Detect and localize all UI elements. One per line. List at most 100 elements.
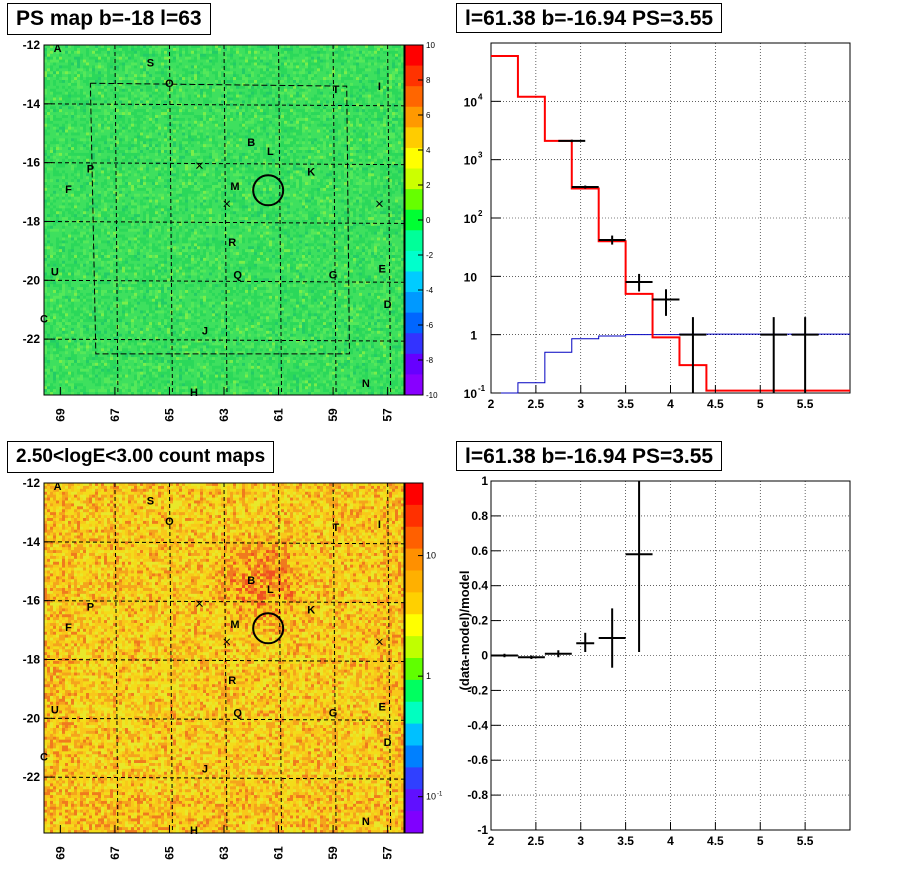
- colorbar-tick-label: -8: [426, 356, 434, 365]
- source-label: E: [379, 702, 386, 714]
- data-point: [598, 235, 626, 245]
- x-tick-label: 65: [162, 408, 176, 422]
- colorbar-tick-label: 1: [426, 671, 431, 681]
- y-tick-label: -14: [23, 97, 41, 111]
- x-tick-label: 5.5: [797, 397, 814, 411]
- cross-marker: [376, 200, 383, 208]
- y-tick-label: 10: [464, 154, 478, 168]
- source-label: T: [332, 84, 339, 96]
- source-label: B: [247, 575, 255, 587]
- y-tick-label: 0.4: [471, 579, 488, 593]
- colorbar-tick-label: 2: [426, 181, 431, 190]
- coordinate-grid: [43, 482, 405, 834]
- colorbar-tick-label: 10: [426, 551, 436, 561]
- source-label: U: [51, 266, 59, 278]
- count-map-chart: A SO T I BL K P M F R U Q G E D C J H N 69 67 65 63 61 59 57 -12 -1…: [23, 476, 443, 860]
- cross-marker: [223, 200, 231, 208]
- x-tick-label: 2.5: [528, 397, 545, 411]
- count-map-title: 2.50<logE<3.00 count maps: [7, 441, 275, 473]
- data-point: [625, 481, 653, 653]
- source-label: P: [87, 602, 94, 614]
- source-label: H: [190, 387, 198, 399]
- source-label: L: [267, 584, 274, 596]
- y-tick-exponent: 2: [478, 209, 483, 218]
- source-label: M: [230, 181, 239, 193]
- x-tick-label: 3: [577, 834, 584, 848]
- data-point: [598, 608, 626, 668]
- x-tick-label: 59: [326, 408, 340, 422]
- data-point: [571, 185, 599, 189]
- x-tick-label: 4: [667, 834, 674, 848]
- source-label: M: [230, 619, 239, 631]
- cross-marker: [196, 600, 203, 607]
- source-label: O: [165, 516, 174, 528]
- colorbar: 10 8 6 4 2 0 -2 -4 -6 -8 -10: [404, 41, 438, 400]
- source-label: S: [147, 496, 154, 508]
- source-label: I: [378, 519, 381, 531]
- grid: [491, 480, 850, 831]
- y-tick-label: -0.2: [467, 683, 488, 697]
- y-tick-label: 10: [464, 387, 478, 401]
- x-tick-label: 3: [577, 397, 584, 411]
- data-point: [679, 317, 707, 393]
- y-tick-label: -16: [23, 594, 41, 608]
- ps-map-title: PS map b=-18 l=63: [7, 3, 211, 35]
- y-tick-label: 1: [470, 329, 477, 343]
- source-label: E: [379, 264, 386, 276]
- source-label: O: [165, 78, 174, 90]
- x-tick-label: 67: [108, 408, 122, 422]
- region-boundary: [89, 82, 350, 355]
- y-tick-label: 0.6: [471, 544, 488, 558]
- x-tick-label: 63: [217, 846, 231, 860]
- y-tick-label: -18: [23, 214, 41, 228]
- source-circle: [252, 174, 285, 207]
- y-tick-label: -12: [23, 38, 41, 52]
- cross-marker: [376, 638, 383, 646]
- data-point: [558, 139, 586, 143]
- x-tick-label: 2: [488, 834, 495, 848]
- source-label: G: [329, 707, 338, 719]
- data-point: [544, 650, 572, 658]
- ps-map-chart: A SO T I BL K P M F R U Q G E D C J H N 69 67 65 63 61 59 57 -12 -1…: [23, 38, 438, 422]
- grid: [491, 43, 850, 393]
- x-tick-label: 5.5: [797, 834, 814, 848]
- cross-marker: [196, 162, 203, 169]
- colorbar-tick-label: 4: [426, 146, 431, 155]
- x-tick-label: 4.5: [707, 834, 724, 848]
- y-tick-label: -1: [477, 823, 488, 837]
- source-label: Q: [233, 707, 242, 719]
- y-tick-exponent: 4: [478, 92, 483, 101]
- x-tick-label: 57: [381, 408, 395, 422]
- data-point: [517, 655, 545, 659]
- residual-chart: 2 2.5 3 3.5 4 4.5 5 5.5 1 0.8 0.6 0.4 0.2 0 -0.2 -0.4 -0…: [457, 474, 851, 848]
- source-label: I: [378, 81, 381, 93]
- residual-panel: 2 2.5 3 3.5 4 4.5 5 5.5 1 0.8 0.6 0.4 0.2 0 -0.2 -0.4 -0…: [449, 438, 898, 875]
- data-point: [652, 289, 680, 316]
- heatmap-cells: [44, 483, 405, 834]
- x-tick-label: 5: [757, 834, 764, 848]
- y-tick-label: 0.8: [471, 509, 488, 523]
- x-tick-label: 3.5: [617, 397, 634, 411]
- spectrum-panel: 2 2.5 3 3.5 4 4.5 5 5.5 10 -1 1 10 10 2 10 3 10 4 l=61.38…: [449, 0, 898, 438]
- heatmap-cells: [44, 45, 405, 396]
- ps-map-panel: A S O T I B L K P M F R U Q G E D C J H N 69 67 65 63 61 59 57 -12 -1…: [0, 0, 449, 438]
- y-tick-label: 10: [464, 212, 478, 226]
- y-axis-label: (data-model)/model: [457, 571, 472, 691]
- y-tick-label: -22: [23, 770, 41, 784]
- x-tick-label: 3.5: [617, 834, 634, 848]
- y-tick-label: -22: [23, 332, 41, 346]
- x-tick-label: 65: [162, 846, 176, 860]
- colorbar-tick-label: 8: [426, 76, 431, 85]
- y-tick-label: -20: [23, 273, 41, 287]
- background-histogram: [491, 333, 850, 394]
- data-point: [576, 632, 595, 653]
- y-tick-label: 0.2: [471, 614, 488, 628]
- y-tick-label: -18: [23, 652, 41, 666]
- source-label: A: [54, 481, 62, 493]
- y-tick-label: 0: [481, 649, 488, 663]
- x-tick-label: 2.5: [528, 834, 545, 848]
- source-label: C: [40, 314, 48, 326]
- colorbar-tick-label: 10: [426, 792, 436, 802]
- x-tick-label: 4.5: [707, 397, 724, 411]
